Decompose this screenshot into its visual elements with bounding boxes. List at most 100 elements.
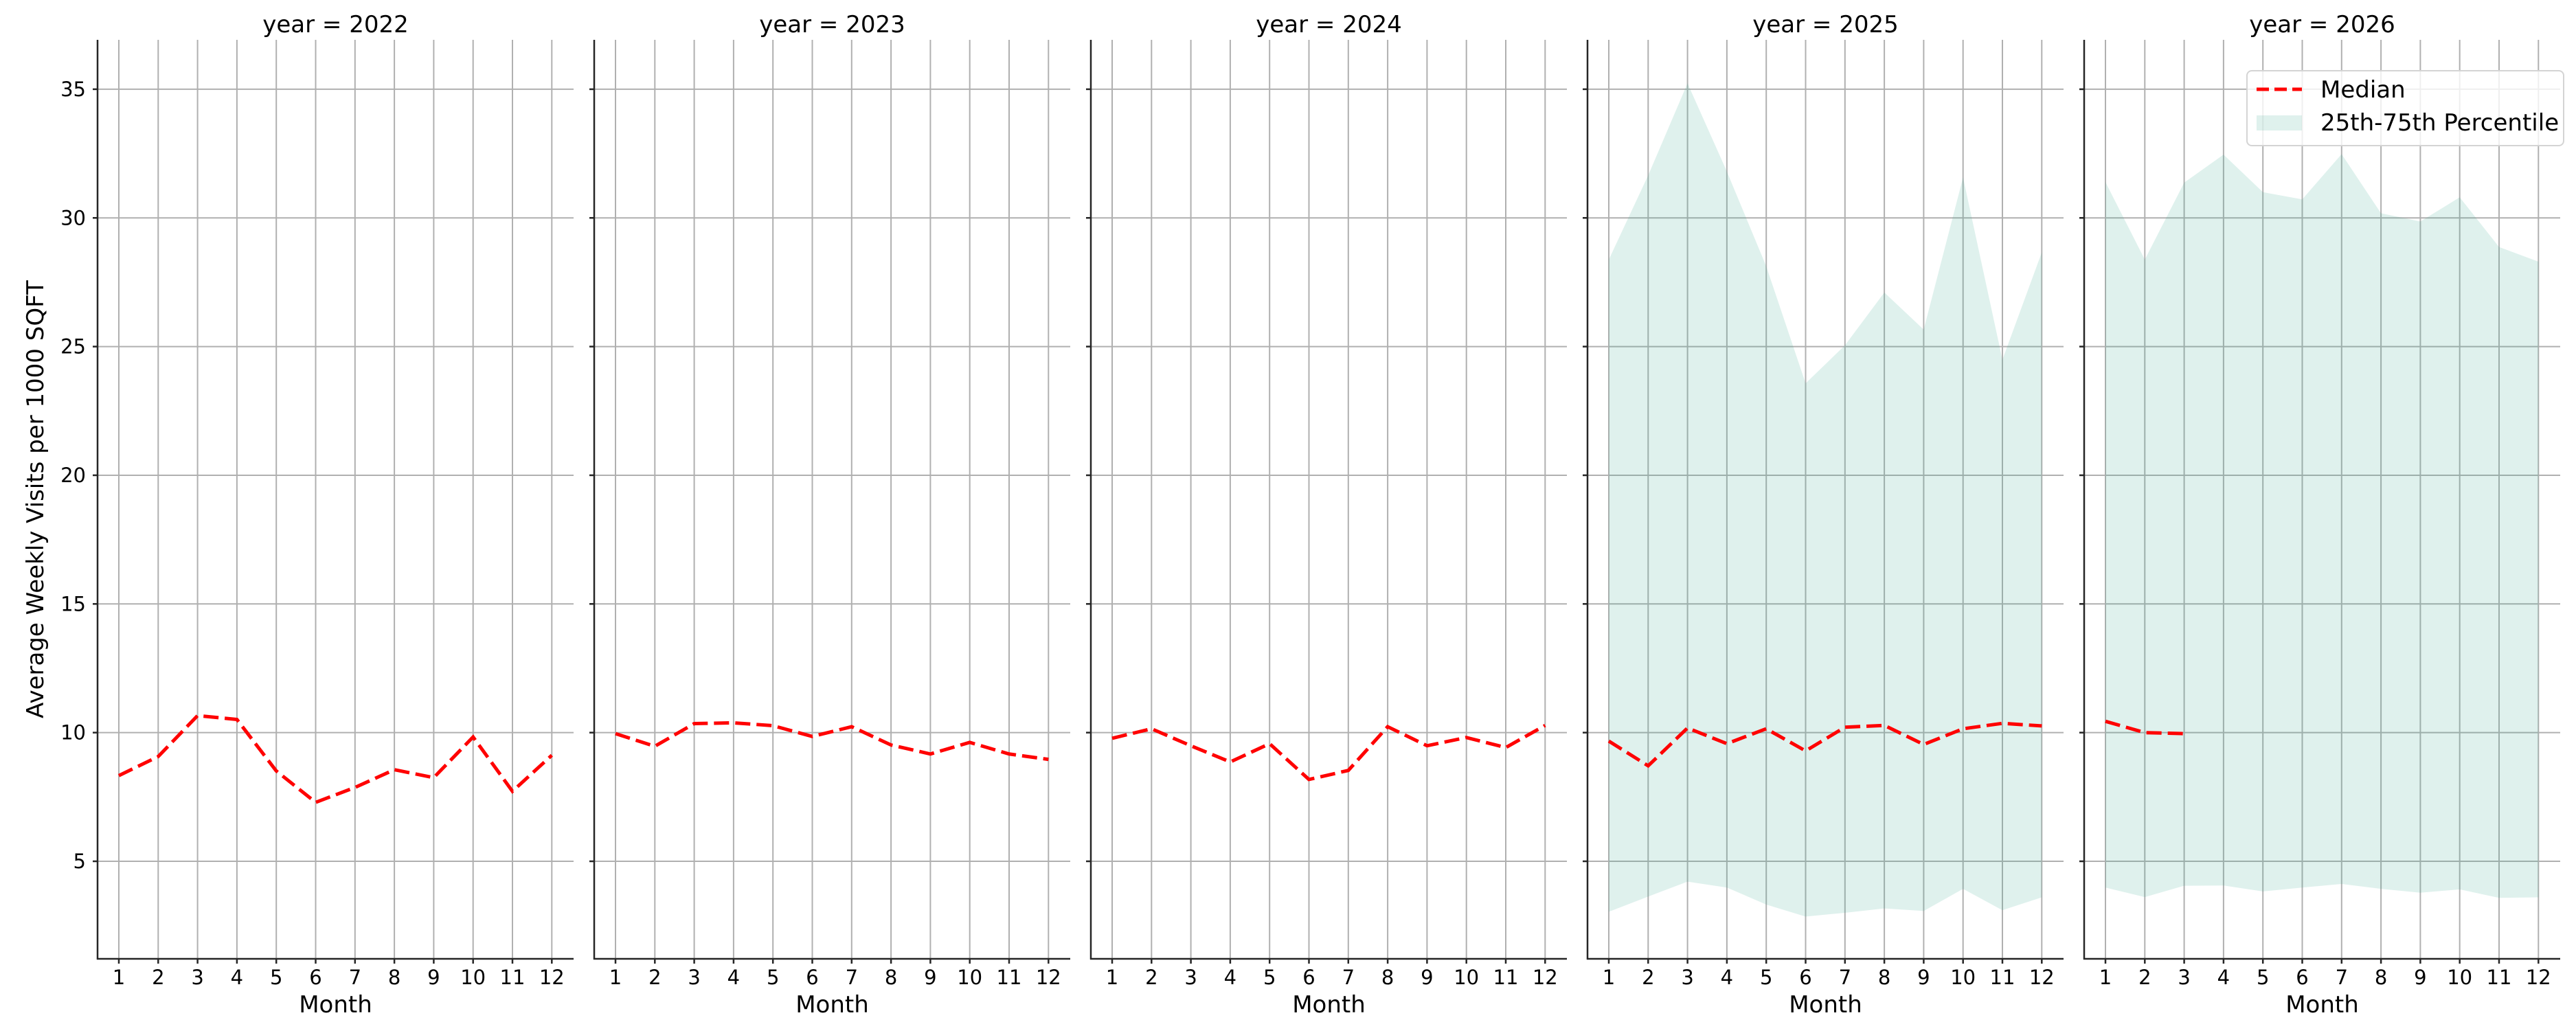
x-tick-label: 7 <box>846 966 858 989</box>
x-tick-label: 11 <box>1990 966 2015 989</box>
x-tick-label: 2 <box>2138 966 2151 989</box>
median-line <box>2105 719 2184 736</box>
x-tick-label: 9 <box>427 966 440 989</box>
x-axis-label: Month <box>1292 991 1366 1019</box>
legend-frame <box>2246 70 2564 146</box>
panel-title: year = 2025 <box>1752 11 1898 38</box>
legend: Median 25th-75th Percentile <box>2246 70 2564 146</box>
x-tick-label: 6 <box>1302 966 1315 989</box>
x-tick-label: 4 <box>1224 966 1236 989</box>
x-axis-label: Month <box>299 991 372 1019</box>
x-tick-label: 4 <box>727 966 740 989</box>
x-tick-label: 3 <box>191 966 203 989</box>
panel-title: year = 2023 <box>759 11 905 38</box>
gridlines <box>2084 40 2560 959</box>
y-axis-label: Average Weekly Visits per 1000 SQFT <box>22 280 49 718</box>
x-tick-label: 9 <box>2414 966 2426 989</box>
percentile-band-area <box>1609 83 2042 917</box>
x-tick-label: 7 <box>1342 966 1355 989</box>
x-tick-label: 5 <box>2257 966 2269 989</box>
x-tick-label: 2 <box>152 966 164 989</box>
x-tick-label: 12 <box>1036 966 1061 989</box>
x-tick-label: 5 <box>1263 966 1276 989</box>
x-tick-label: 11 <box>1493 966 1519 989</box>
y-tick-label: 20 <box>60 464 86 487</box>
x-tick-label: 1 <box>609 966 622 989</box>
y-tick-label: 30 <box>60 206 86 229</box>
x-tick-label: 7 <box>2336 966 2348 989</box>
x-tick-label: 2 <box>1642 966 1654 989</box>
x-axis-label: Month <box>2285 991 2359 1019</box>
x-tick-label: 8 <box>1381 966 1394 989</box>
x-tick-label: 9 <box>1917 966 1930 989</box>
median-line <box>1607 721 2042 769</box>
x-tick-label: 6 <box>1799 966 1811 989</box>
x-tick-label: 1 <box>2099 966 2112 989</box>
gridlines <box>594 40 1070 959</box>
x-tick-label: 2 <box>648 966 661 989</box>
x-tick-label: 10 <box>1950 966 1976 989</box>
median-line <box>117 714 553 805</box>
x-tick-label: 6 <box>2296 966 2308 989</box>
x-tick-label: 5 <box>767 966 779 989</box>
median-line <box>1111 723 1546 782</box>
x-tick-label: 8 <box>885 966 897 989</box>
x-tick-label: 11 <box>500 966 526 989</box>
x-tick-label: 3 <box>1184 966 1197 989</box>
percentile-band-area <box>2105 154 2539 898</box>
x-tick-label: 1 <box>113 966 125 989</box>
x-tick-label: 3 <box>1681 966 1693 989</box>
x-tick-label: 3 <box>2178 966 2190 989</box>
y-tick-label: 5 <box>74 850 86 873</box>
x-tick-label: 10 <box>460 966 486 989</box>
panel-title: year = 2024 <box>1256 11 1401 38</box>
y-tick-label: 15 <box>60 592 86 615</box>
x-tick-label: 11 <box>997 966 1022 989</box>
x-tick-label: 1 <box>1603 966 1615 989</box>
x-tick-label: 4 <box>231 966 243 989</box>
x-tick-label: 2 <box>1145 966 1157 989</box>
panel-title: year = 2026 <box>2249 11 2395 38</box>
x-tick-label: 9 <box>924 966 936 989</box>
x-tick-label: 5 <box>1760 966 1772 989</box>
legend-band-label: 25th-75th Percentile <box>2320 109 2559 137</box>
x-tick-label: 3 <box>688 966 700 989</box>
x-tick-label: 8 <box>2375 966 2387 989</box>
panel-title: year = 2022 <box>262 11 408 38</box>
gridlines <box>1588 40 2064 959</box>
x-tick-label: 4 <box>1721 966 1733 989</box>
x-axis-label: Month <box>1789 991 1862 1019</box>
x-tick-label: 11 <box>2487 966 2512 989</box>
x-tick-label: 12 <box>539 966 565 989</box>
x-tick-label: 12 <box>1533 966 1558 989</box>
gridlines <box>98 40 574 959</box>
legend-band-swatch-icon <box>2257 115 2302 130</box>
x-axis-label: Month <box>795 991 869 1019</box>
legend-median-label: Median <box>2320 76 2406 104</box>
x-tick-label: 12 <box>2029 966 2055 989</box>
x-tick-label: 7 <box>1839 966 1851 989</box>
x-tick-label: 10 <box>1454 966 1479 989</box>
x-tick-label: 10 <box>957 966 982 989</box>
x-tick-label: 8 <box>1878 966 1890 989</box>
y-tick-label: 25 <box>60 335 86 359</box>
median-line <box>615 720 1049 762</box>
y-tick-label: 35 <box>60 78 86 101</box>
x-tick-label: 1 <box>1106 966 1118 989</box>
x-tick-label: 7 <box>349 966 361 989</box>
x-tick-label: 9 <box>1421 966 1433 989</box>
y-tick-label: 10 <box>60 721 86 745</box>
x-tick-label: 8 <box>388 966 400 989</box>
x-tick-label: 12 <box>2526 966 2551 989</box>
x-tick-label: 6 <box>309 966 321 989</box>
x-tick-label: 6 <box>806 966 818 989</box>
x-tick-label: 5 <box>270 966 282 989</box>
